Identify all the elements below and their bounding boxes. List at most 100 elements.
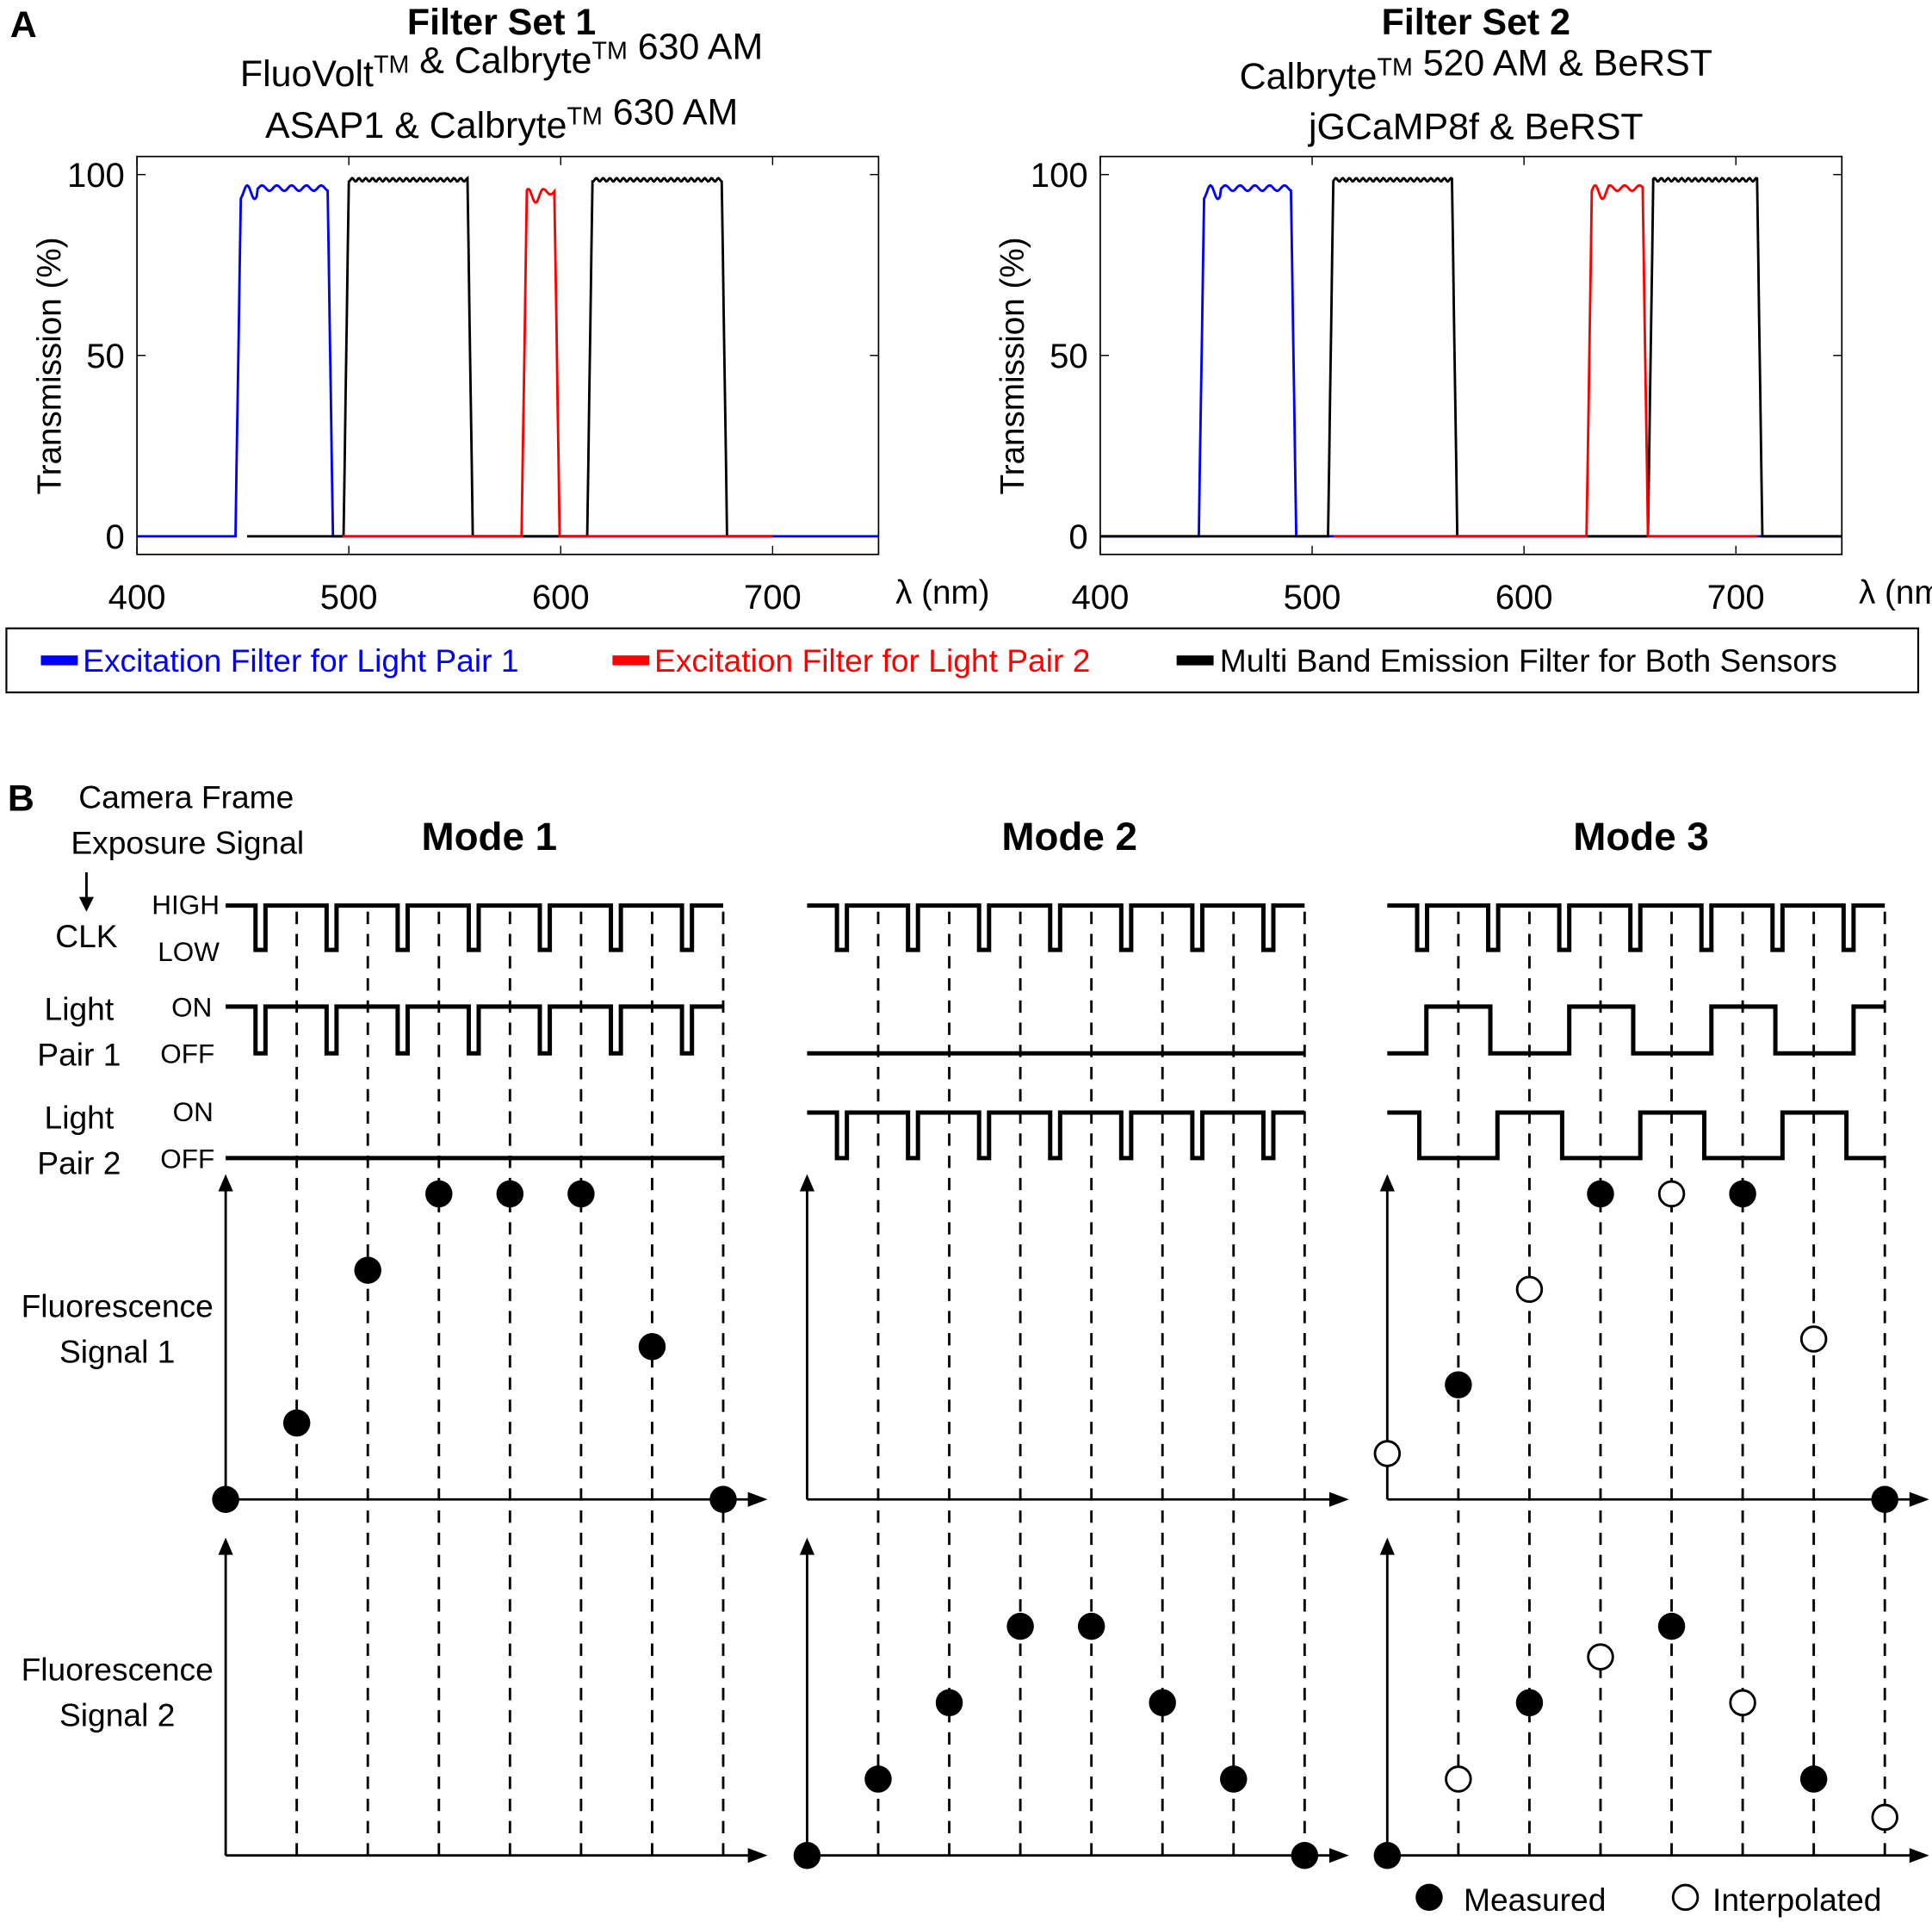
measured-point (282, 1409, 311, 1437)
measured-point (1291, 1842, 1319, 1869)
interpolated-point (1657, 1180, 1686, 1208)
legend-swatch-red (612, 655, 650, 666)
light2-label-2: Pair 2 (37, 1145, 121, 1181)
chart-subtitle: jGCaMP8f & BeRST (1307, 107, 1644, 148)
measured-point (1587, 1180, 1614, 1208)
x-tick-label: 500 (320, 579, 378, 617)
mode-title: Mode 2 (1001, 815, 1137, 859)
legend-swatch-black (1176, 655, 1214, 666)
signal2-label-2: Signal 2 (59, 1697, 175, 1733)
chart-subtitle: ASAP1 & CalbryteTM 630 AM (265, 92, 738, 147)
measured-point (1220, 1765, 1248, 1793)
y-tick-label: 50 (1050, 338, 1088, 375)
measured-point (935, 1689, 963, 1717)
timing-diagrams: Mode 1 Mode 2 Mode 3 (212, 815, 1929, 1869)
x-axis-arrow-icon (1328, 1491, 1349, 1507)
measured-point (425, 1180, 453, 1208)
x-tick-label: 400 (108, 579, 166, 617)
light1-label-2: Pair 1 (37, 1037, 121, 1073)
y-axis-arrow-icon (218, 1537, 233, 1555)
measured-point (567, 1180, 595, 1208)
measured-point (1657, 1612, 1686, 1640)
legend-label-black: Multi Band Emission Filter for Both Sens… (1220, 642, 1837, 679)
mode-title: Mode 3 (1573, 815, 1709, 859)
interpolated-point (1445, 1765, 1472, 1793)
x-axis-arrow-icon (1909, 1491, 1929, 1507)
legend-label-blue: Excitation Filter for Light Pair 1 (83, 642, 518, 679)
interpolated-label: Interpolated (1712, 1882, 1881, 1918)
light2-off-label: OFF (160, 1144, 214, 1174)
x-tick-label: 600 (532, 579, 590, 617)
y-tick-label: 50 (86, 338, 125, 375)
series-line-red (342, 188, 773, 538)
light1-on-label: ON (171, 992, 212, 1022)
interpolated-point (1515, 1275, 1544, 1304)
marker-legend: Measured Interpolated (1415, 1882, 1881, 1918)
chart-subtitle: FluoVoltTM & CalbryteTM 630 AM (240, 27, 763, 95)
plot-frame (1099, 155, 1843, 555)
x-tick-label: 600 (1495, 579, 1553, 617)
measured-point (1006, 1612, 1034, 1640)
interpolated-marker-icon (1671, 1883, 1700, 1912)
measured-point (793, 1842, 821, 1869)
y-tick-label: 100 (67, 157, 125, 195)
light-pair-1-waveform (1387, 1004, 1886, 1056)
clk-waveform (1387, 903, 1886, 952)
panel-label-a: A (10, 4, 37, 46)
y-tick-label: 100 (1031, 157, 1088, 195)
y-axis-arrow-icon (1379, 1537, 1395, 1555)
x-axis-arrow-icon (747, 1848, 768, 1863)
y-axis-arrow-icon (799, 1174, 815, 1192)
light-pair-1-waveform (226, 1004, 723, 1056)
x-axis-label: λ (nm) (1859, 574, 1932, 611)
x-tick-label: 500 (1284, 579, 1341, 617)
signal1-label-2: Signal 1 (59, 1333, 175, 1369)
arrow-down-icon (78, 871, 95, 912)
series-line-blue (1099, 183, 1842, 538)
camera-label-1: Camera Frame (78, 779, 294, 815)
measured-point (1799, 1765, 1828, 1793)
legend-frame (5, 627, 1920, 694)
measured-point (496, 1180, 524, 1208)
chart-title: Filter Set 2 (1382, 2, 1570, 43)
measured-point (638, 1333, 666, 1361)
measured-point (709, 1485, 737, 1513)
measured-label: Measured (1464, 1882, 1606, 1918)
series-line-black (247, 176, 773, 538)
measured-point (1373, 1842, 1402, 1869)
interpolated-point (1373, 1440, 1402, 1467)
measured-point (1515, 1689, 1544, 1717)
mode-3-diagram: Mode 3 (1373, 815, 1929, 1869)
y-axis-arrow-icon (218, 1174, 233, 1192)
camera-label-2: Exposure Signal (71, 825, 304, 861)
x-axis-arrow-icon (1909, 1848, 1929, 1863)
series-line-red (1333, 183, 1757, 538)
x-tick-label: 400 (1072, 579, 1130, 617)
interpolated-point (1587, 1643, 1614, 1671)
signal1-label-1: Fluorescence (22, 1287, 214, 1324)
legend-box: Excitation Filter for Light Pair 1 Excit… (5, 627, 1920, 694)
legend-label-red: Excitation Filter for Light Pair 2 (654, 642, 1090, 679)
signal2-label-1: Fluorescence (22, 1652, 214, 1688)
light2-on-label: ON (173, 1097, 214, 1127)
x-axis-arrow-icon (747, 1491, 768, 1507)
mode-title: Mode 1 (421, 815, 557, 859)
y-axis-label: Transmission (%) (31, 237, 68, 494)
clk-label: CLK (55, 918, 118, 954)
light1-off-label: OFF (160, 1039, 214, 1070)
plot-frame (136, 155, 880, 555)
light1-label-1: Light (45, 991, 115, 1027)
y-axis-arrow-icon (799, 1537, 815, 1555)
x-tick-label: 700 (1707, 579, 1765, 617)
light-pair-2-waveform (807, 1110, 1305, 1161)
measured-point (864, 1765, 892, 1793)
clk-waveform (226, 903, 723, 952)
x-tick-label: 700 (744, 579, 802, 617)
mode-1-diagram: Mode 1 (212, 815, 768, 1863)
panel-label-b: B (8, 778, 34, 819)
interpolated-point (1871, 1803, 1898, 1832)
measured-marker-icon (1415, 1883, 1443, 1912)
y-axis-label: Transmission (%) (994, 237, 1031, 494)
